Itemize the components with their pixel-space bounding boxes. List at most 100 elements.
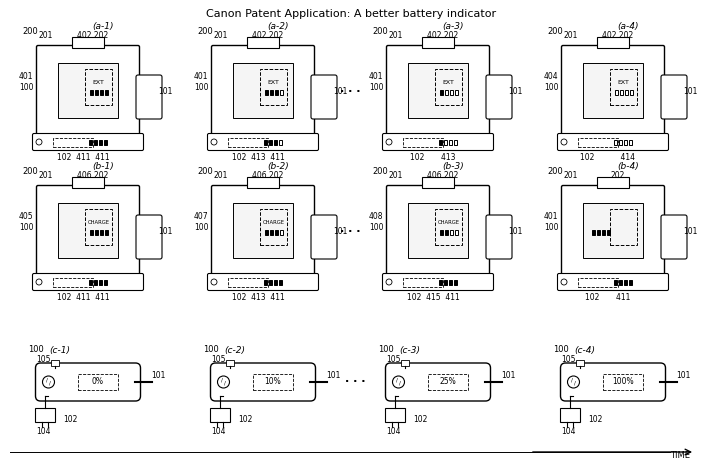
Text: /: / bbox=[571, 377, 572, 383]
Text: 101: 101 bbox=[508, 227, 522, 237]
Text: (a-4): (a-4) bbox=[617, 23, 639, 31]
Text: (c-1): (c-1) bbox=[50, 346, 70, 354]
Text: (c-2): (c-2) bbox=[225, 346, 246, 354]
Bar bbox=[78, 374, 118, 390]
Text: 200: 200 bbox=[547, 28, 563, 36]
Bar bbox=[610, 209, 637, 245]
Text: 201: 201 bbox=[214, 170, 228, 180]
Bar bbox=[264, 280, 267, 285]
Text: (b-4): (b-4) bbox=[617, 163, 639, 171]
Text: 100%: 100% bbox=[612, 377, 634, 387]
Bar bbox=[260, 209, 287, 245]
Text: (a-2): (a-2) bbox=[267, 23, 289, 31]
Bar bbox=[385, 408, 406, 422]
Text: 201: 201 bbox=[564, 170, 578, 180]
Bar bbox=[105, 90, 108, 95]
Bar bbox=[603, 374, 643, 390]
Bar bbox=[439, 280, 442, 285]
Bar bbox=[100, 230, 102, 235]
Text: 102       413: 102 413 bbox=[410, 152, 456, 162]
Bar bbox=[58, 202, 118, 257]
Bar bbox=[403, 138, 443, 146]
Text: 200: 200 bbox=[22, 28, 38, 36]
Text: 102           414: 102 414 bbox=[581, 152, 635, 162]
Text: 402 202: 402 202 bbox=[253, 30, 284, 39]
Text: 402 202: 402 202 bbox=[77, 30, 109, 39]
Text: 201: 201 bbox=[214, 30, 228, 39]
Text: 101: 101 bbox=[676, 371, 691, 381]
FancyBboxPatch shape bbox=[661, 75, 687, 119]
Bar bbox=[435, 209, 463, 245]
Bar bbox=[86, 69, 112, 105]
Bar bbox=[270, 90, 273, 95]
Text: · · ·: · · · bbox=[340, 227, 361, 237]
Bar bbox=[449, 280, 452, 285]
FancyBboxPatch shape bbox=[32, 134, 143, 151]
Bar bbox=[90, 230, 93, 235]
Bar bbox=[625, 90, 628, 95]
Text: 408
100: 408 100 bbox=[369, 213, 383, 232]
Bar bbox=[260, 69, 287, 105]
Text: CHARGE: CHARGE bbox=[438, 220, 460, 225]
Text: TIME: TIME bbox=[670, 451, 690, 461]
Text: /: / bbox=[574, 381, 576, 385]
Text: 102  413  411: 102 413 411 bbox=[232, 152, 284, 162]
Text: 200: 200 bbox=[197, 28, 213, 36]
Bar bbox=[227, 360, 234, 366]
FancyBboxPatch shape bbox=[486, 75, 512, 119]
Bar bbox=[228, 138, 268, 146]
Text: EXT: EXT bbox=[618, 80, 630, 85]
Text: (c-3): (c-3) bbox=[399, 346, 420, 354]
Bar bbox=[454, 140, 457, 145]
FancyBboxPatch shape bbox=[661, 215, 687, 259]
Bar bbox=[592, 230, 595, 235]
Bar bbox=[274, 230, 278, 235]
Bar bbox=[619, 280, 622, 285]
Text: 406 202: 406 202 bbox=[77, 170, 109, 180]
Text: 100: 100 bbox=[378, 346, 393, 354]
Bar bbox=[94, 140, 97, 145]
Bar bbox=[445, 90, 448, 95]
Bar bbox=[607, 230, 610, 235]
Text: /: / bbox=[46, 377, 48, 383]
Bar bbox=[280, 90, 283, 95]
FancyBboxPatch shape bbox=[136, 75, 162, 119]
Text: 102: 102 bbox=[413, 414, 428, 424]
FancyBboxPatch shape bbox=[208, 134, 319, 151]
Text: 402 202: 402 202 bbox=[428, 30, 458, 39]
Text: 401
100: 401 100 bbox=[369, 72, 383, 91]
Text: 104: 104 bbox=[562, 427, 576, 437]
Text: 105: 105 bbox=[211, 355, 225, 365]
Bar bbox=[233, 62, 293, 117]
Text: · · ·: · · · bbox=[345, 377, 366, 387]
Text: /: / bbox=[223, 381, 225, 385]
Text: 100: 100 bbox=[27, 346, 44, 354]
Text: (b-3): (b-3) bbox=[442, 163, 464, 171]
Text: 101: 101 bbox=[333, 227, 347, 237]
Bar bbox=[274, 140, 277, 145]
Text: (c-4): (c-4) bbox=[574, 346, 595, 354]
Bar bbox=[95, 230, 98, 235]
Text: 101: 101 bbox=[501, 371, 516, 381]
FancyBboxPatch shape bbox=[208, 274, 319, 291]
Bar bbox=[104, 280, 107, 285]
Text: 105: 105 bbox=[561, 355, 575, 365]
Bar bbox=[560, 408, 581, 422]
Text: 201: 201 bbox=[39, 30, 53, 39]
Text: 100: 100 bbox=[552, 346, 569, 354]
Text: /: / bbox=[220, 377, 223, 383]
Text: 101: 101 bbox=[152, 371, 166, 381]
Bar bbox=[53, 278, 93, 286]
Text: 405
100: 405 100 bbox=[19, 213, 33, 232]
Text: 10%: 10% bbox=[265, 377, 282, 387]
Text: 201: 201 bbox=[39, 170, 53, 180]
Bar bbox=[630, 90, 633, 95]
Bar bbox=[583, 62, 643, 117]
Bar bbox=[408, 202, 468, 257]
Text: 100: 100 bbox=[203, 346, 218, 354]
Text: 201: 201 bbox=[564, 30, 578, 39]
Bar bbox=[445, 230, 448, 235]
FancyBboxPatch shape bbox=[387, 186, 489, 279]
Bar bbox=[72, 36, 104, 48]
Text: 201: 201 bbox=[389, 30, 403, 39]
